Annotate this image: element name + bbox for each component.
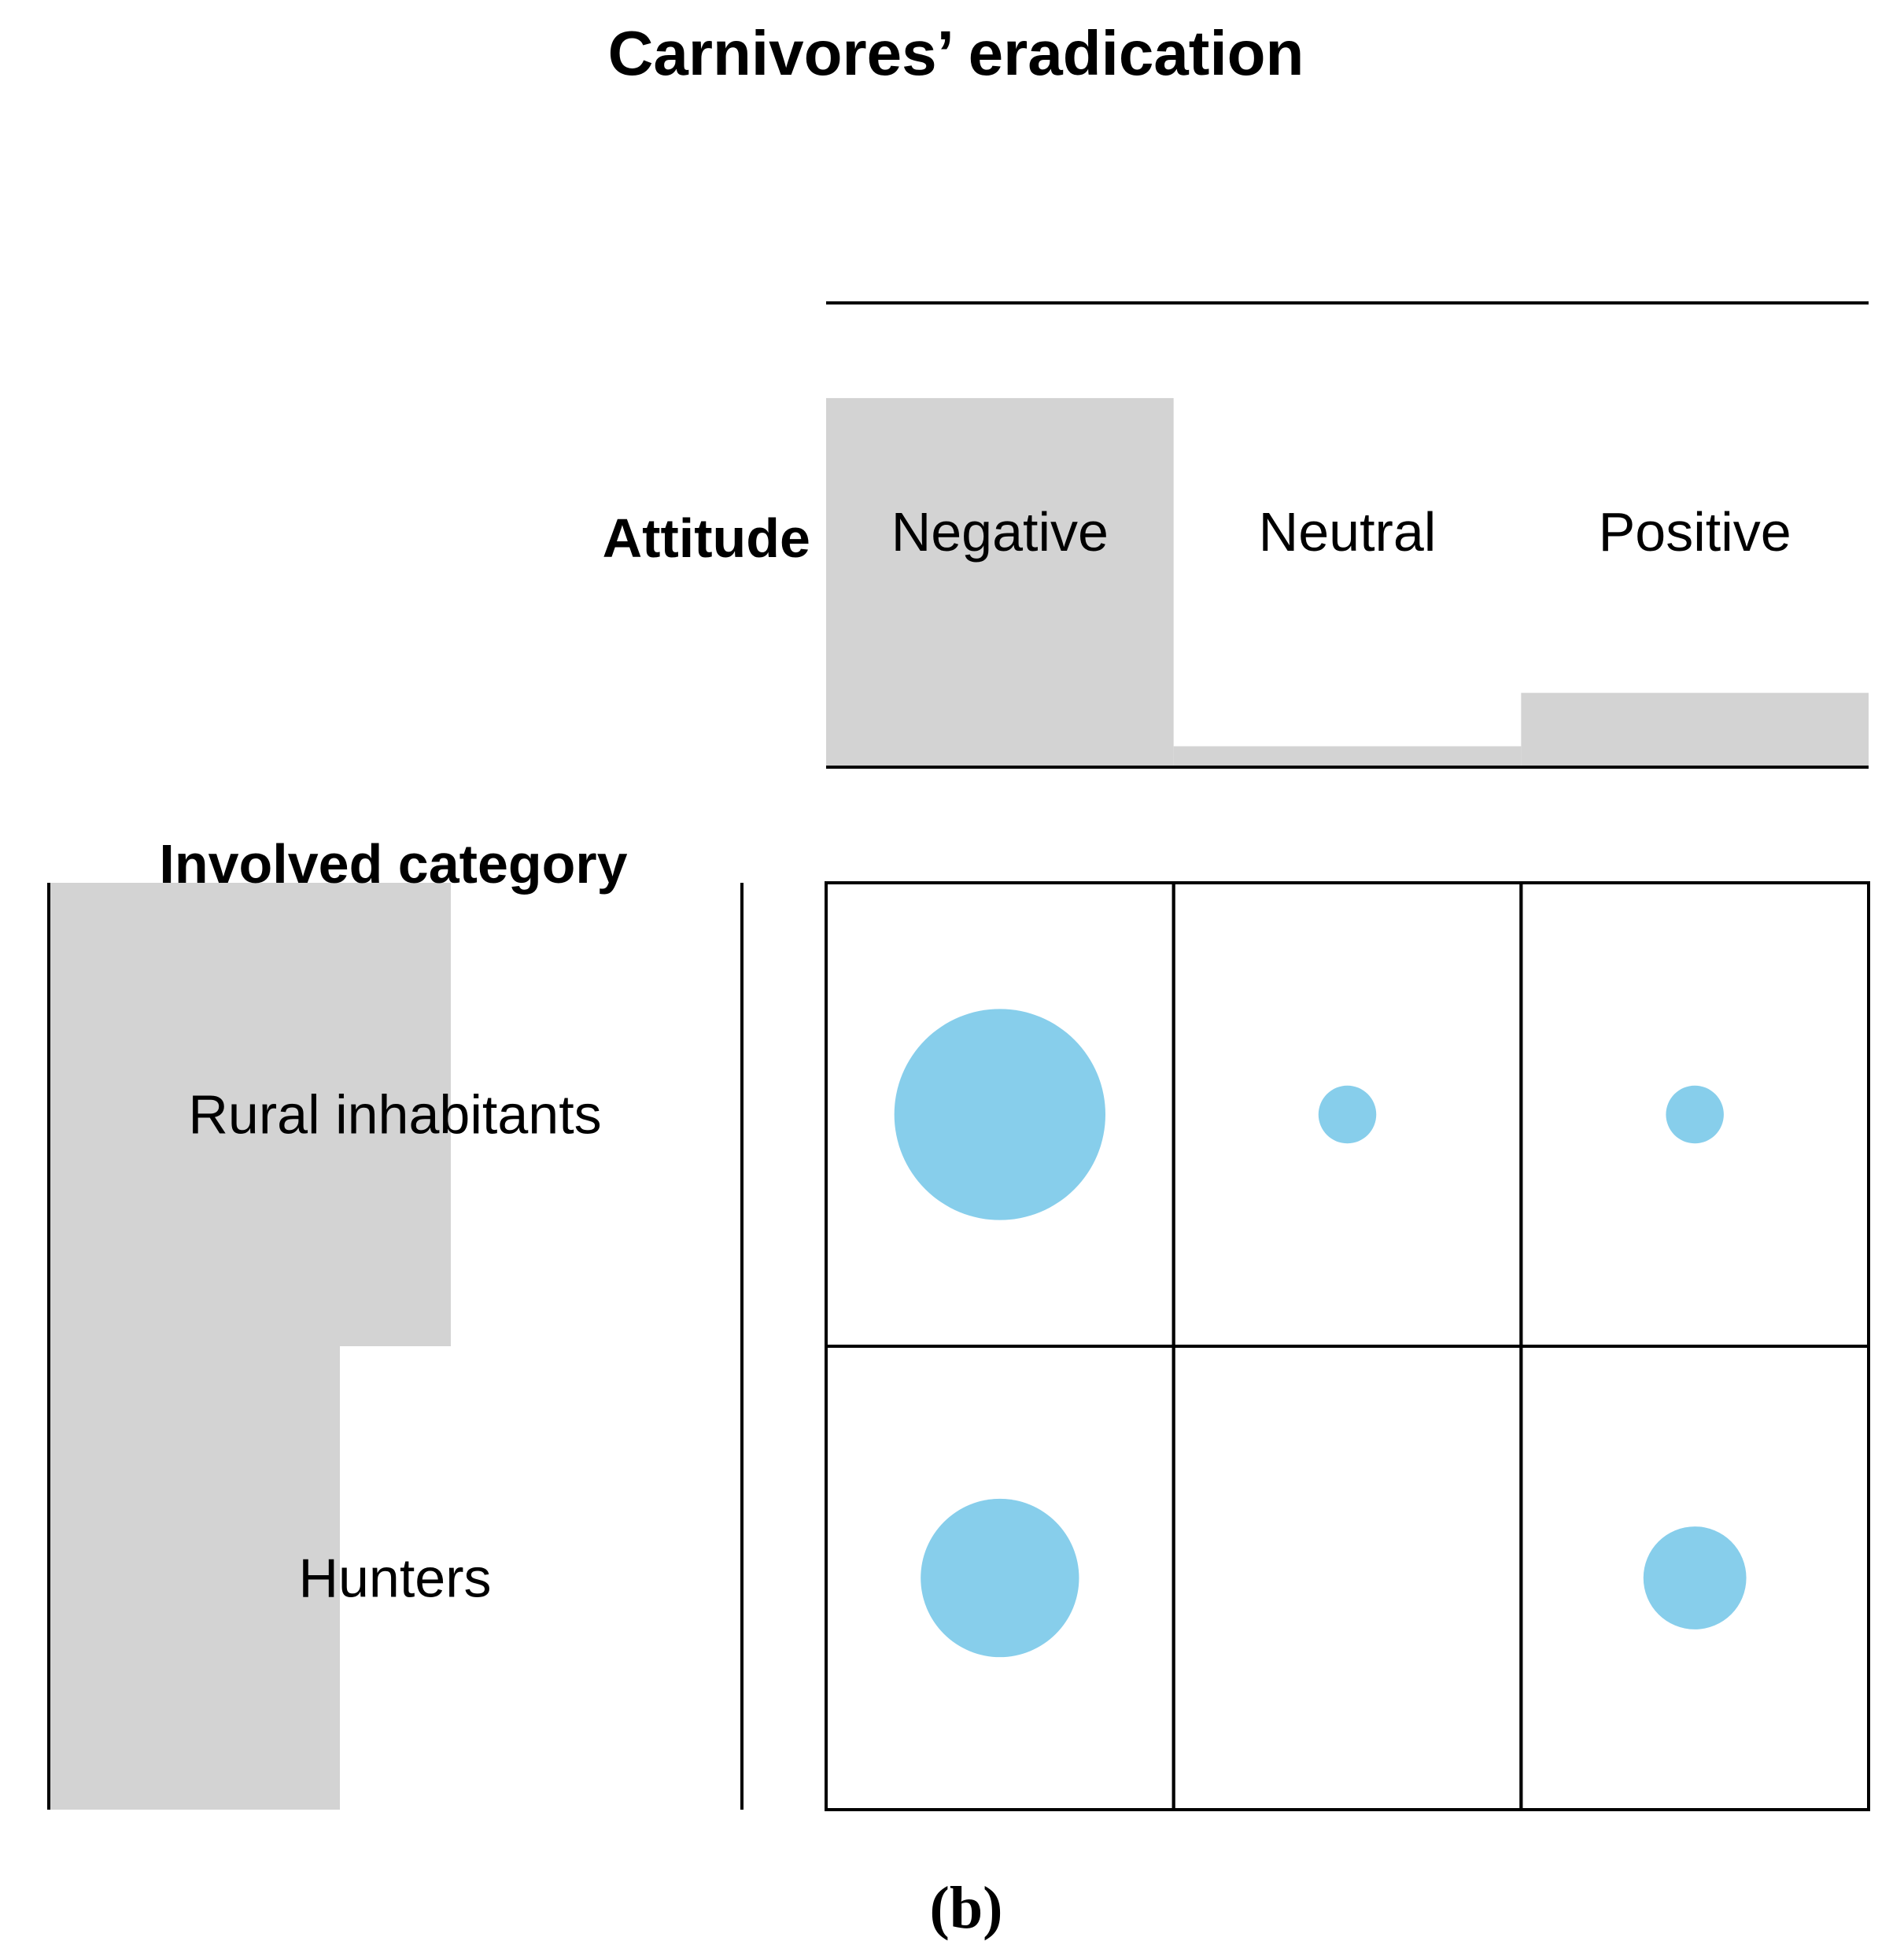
- bubble-hunters-positive: [1643, 1526, 1747, 1629]
- bubbles: [894, 1009, 1747, 1658]
- row-marginal-bars: [49, 883, 451, 1810]
- cell-grid: [825, 881, 1871, 1811]
- column-label-neutral: Neutral: [1259, 501, 1437, 563]
- column-labels: Negative Neutral Positive: [891, 501, 1791, 563]
- bubble-rural-inhabitants-neutral: [1318, 1085, 1377, 1144]
- bubble-rural-inhabitants-positive: [1666, 1085, 1724, 1144]
- column-bar-positive: [1521, 692, 1869, 767]
- row-label-rural-inhabitants: Rural inhabitants: [188, 1084, 601, 1146]
- bubble-hunters-negative: [921, 1498, 1079, 1658]
- row-label-hunters: Hunters: [298, 1548, 491, 1609]
- column-variable-label: Attitude: [603, 507, 810, 569]
- cell-hunters-positive: [1519, 1345, 1871, 1811]
- column-label-positive: Positive: [1599, 501, 1791, 563]
- chart-title: Carnivores’ eradication: [608, 18, 1304, 88]
- column-bar-neutral: [1173, 746, 1522, 767]
- cell-hunters-neutral: [1172, 1345, 1523, 1811]
- column-bar-negative: [826, 397, 1174, 767]
- row-labels: Rural inhabitants Hunters: [188, 1084, 601, 1609]
- column-marginal-bars: [826, 397, 1869, 767]
- row-bar-hunters: [49, 1346, 341, 1810]
- row-variable-label: Involved category: [159, 833, 627, 895]
- panel-label: (b): [930, 1875, 1003, 1941]
- row-bar-rural-inhabitants: [49, 883, 451, 1346]
- bubble-rural-inhabitants-negative: [894, 1009, 1105, 1220]
- column-label-negative: Negative: [891, 501, 1109, 563]
